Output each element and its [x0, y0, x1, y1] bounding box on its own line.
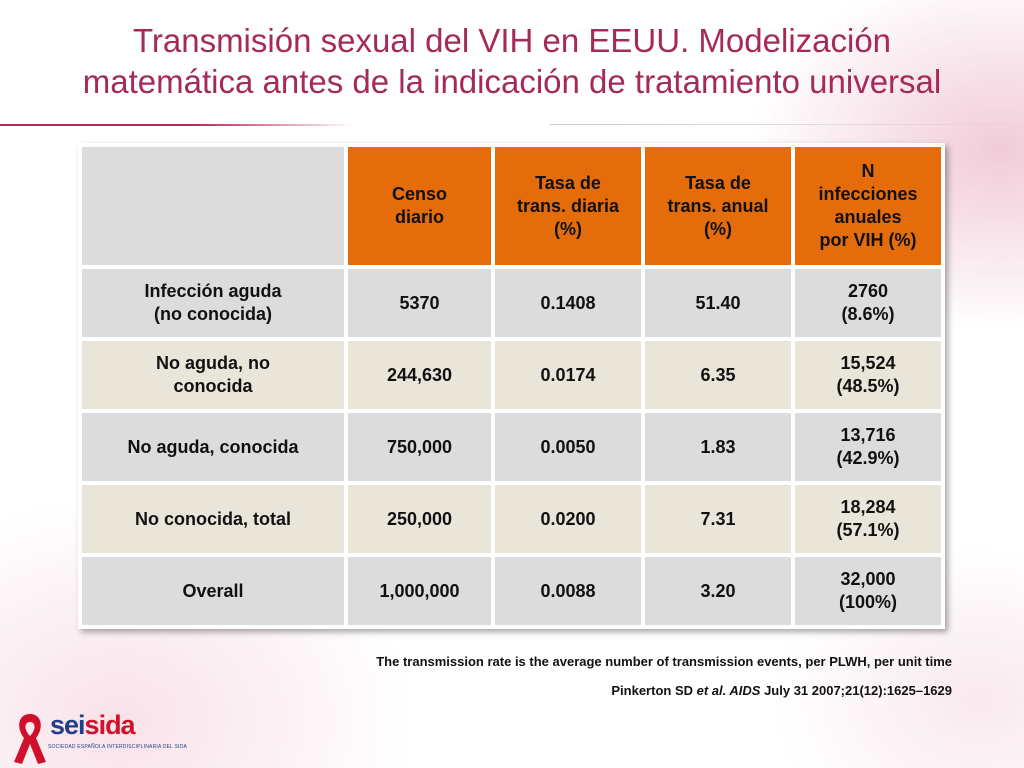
seisida-logo: seisida SOCIEDAD ESPAÑOLA INTERDISCIPLIN…	[8, 708, 187, 766]
table-row: No aguda, no conocida 244,630 0.0174 6.3…	[82, 341, 941, 409]
table-row: No aguda, conocida 750,000 0.0050 1.83 1…	[82, 413, 941, 481]
cell-censo: 5370	[348, 269, 491, 337]
cell-n-infecciones: 2760 (8.6%)	[795, 269, 941, 337]
header-censo-diario: Censo diario	[348, 147, 491, 265]
logo-wordmark: seisida	[50, 710, 136, 740]
row-label: No conocida, total	[82, 485, 344, 553]
cell-n-infecciones: 13,716 (42.9%)	[795, 413, 941, 481]
cell-tasa-anual: 7.31	[645, 485, 791, 553]
cell-tasa-diaria: 0.0174	[495, 341, 641, 409]
cell-censo: 250,000	[348, 485, 491, 553]
table-row: Overall 1,000,000 0.0088 3.20 32,000 (10…	[82, 557, 941, 625]
header-tasa-diaria: Tasa de trans. diaria (%)	[495, 147, 641, 265]
cell-tasa-diaria: 0.0200	[495, 485, 641, 553]
cell-censo: 1,000,000	[348, 557, 491, 625]
slide-title-line-2: matemática antes de la indicación de tra…	[82, 63, 942, 100]
red-ribbon-icon	[14, 714, 46, 764]
slide-title: Transmisión sexual del VIH en EEUU. Mode…	[0, 20, 1024, 102]
row-label: No aguda, conocida	[82, 413, 344, 481]
transmission-table: Censo diario Tasa de trans. diaria (%) T…	[78, 143, 945, 629]
cell-tasa-anual: 1.83	[645, 413, 791, 481]
table-row: Infección aguda (no conocida) 5370 0.140…	[82, 269, 941, 337]
cell-tasa-anual: 6.35	[645, 341, 791, 409]
row-label: Infección aguda (no conocida)	[82, 269, 344, 337]
cell-tasa-diaria: 0.0088	[495, 557, 641, 625]
citation-journal: AIDS	[726, 683, 761, 698]
slide-title-line-1: Transmisión sexual del VIH en EEUU. Mode…	[132, 22, 892, 59]
row-label: No aguda, no conocida	[82, 341, 344, 409]
cell-n-infecciones: 18,284 (57.1%)	[795, 485, 941, 553]
logo-subtitle: SOCIEDAD ESPAÑOLA INTERDISCIPLINARIA DEL…	[48, 744, 188, 750]
cell-n-infecciones: 32,000 (100%)	[795, 557, 941, 625]
footnote: The transmission rate is the average num…	[376, 654, 952, 669]
header-tasa-anual: Tasa de trans. anual (%)	[645, 147, 791, 265]
title-rule-fade	[195, 124, 355, 126]
cell-censo: 750,000	[348, 413, 491, 481]
row-label: Overall	[82, 557, 344, 625]
table-row: No conocida, total 250,000 0.0200 7.31 1…	[82, 485, 941, 553]
citation-author: Pinkerton SD	[611, 683, 697, 698]
cell-tasa-diaria: 0.0050	[495, 413, 641, 481]
header-n-infecciones: N infecciones anuales por VIH (%)	[795, 147, 941, 265]
header-corner-cell	[82, 147, 344, 265]
cell-tasa-anual: 3.20	[645, 557, 791, 625]
title-rule-gray	[550, 124, 1020, 125]
cell-censo: 244,630	[348, 341, 491, 409]
citation-etal: et al.	[696, 683, 727, 698]
cell-tasa-anual: 51.40	[645, 269, 791, 337]
title-rule-accent	[0, 124, 195, 126]
table-header-row: Censo diario Tasa de trans. diaria (%) T…	[82, 147, 941, 265]
cell-tasa-diaria: 0.1408	[495, 269, 641, 337]
cell-n-infecciones: 15,524 (48.5%)	[795, 341, 941, 409]
citation: Pinkerton SD et al. AIDS July 31 2007;21…	[611, 683, 952, 698]
citation-details: July 31 2007;21(12):1625–1629	[760, 683, 952, 698]
